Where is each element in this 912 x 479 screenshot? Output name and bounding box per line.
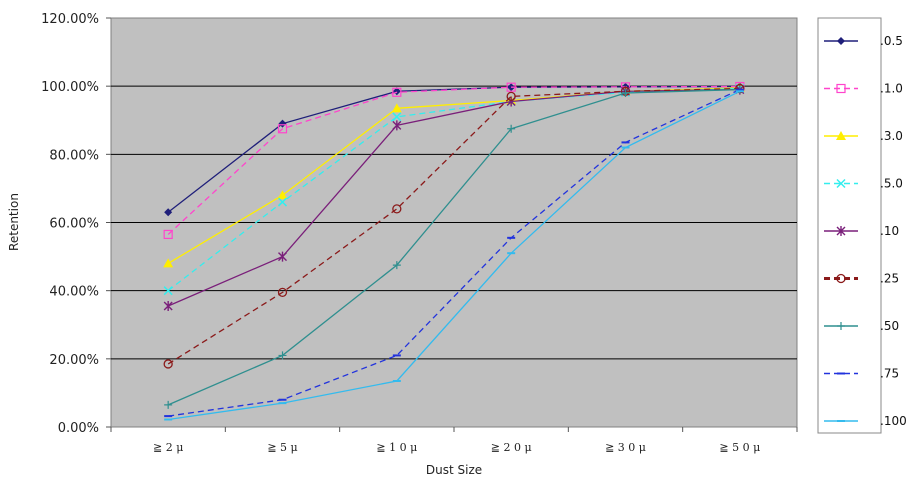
data-point [164,400,173,409]
series-line [167,85,740,235]
data-point [278,351,287,360]
y-tick-label: 0.00% [58,421,99,436]
legend-label: .0.5 [880,34,903,48]
series-line [168,90,741,421]
legend-label: .50 [880,319,899,333]
legend-marker [836,83,846,94]
series-line [168,88,741,417]
y-tick-label: 40.00% [49,285,99,300]
y-tick-label: 20.00% [49,353,99,368]
data-point [277,124,288,134]
data-point [506,91,516,102]
series-line [167,87,740,365]
series-line [167,88,740,406]
legend-label: .1.0 [880,82,903,96]
y-axis-ticks: 0.00% 20.00% 40.00% 60.00% 80.00% 100.00% 120.… [41,12,111,436]
legend-label: .5.0 [880,177,903,191]
x-tick-label: ≧ 2 0 μ [491,441,532,454]
series-9 [164,90,744,421]
legend-marker [836,131,846,140]
legend-item: .3.0 [824,129,903,143]
legend-item: .100 [824,414,907,428]
data-point [277,190,288,200]
x-axis-ticks: ≧ 2 μ ≧ 5 μ ≧ 1 0 μ ≧ 2 0 μ ≧ 3 0 μ ≧ 5 0 μ [110,427,798,454]
series-7 [164,85,744,409]
data-point [163,301,173,312]
legend-item: .10 [824,224,899,238]
data-point [621,88,630,97]
legend-marker [837,322,845,330]
legend-item: .50 [824,319,899,333]
data-point [277,197,288,207]
data-point [391,103,402,113]
data-point [392,204,402,214]
data-point [392,87,402,97]
y-axis-title: Retention [7,193,21,251]
legend-marker [836,273,846,284]
y-tick-label: 100.00% [41,80,99,95]
x-tick-label: ≧ 5 0 μ [719,441,760,454]
legend-label: .25 [880,272,899,286]
x-tick-label: ≧ 5 μ [267,441,297,454]
y-tick-label: 120.00% [41,12,99,27]
data-point [277,287,288,298]
legend-marker [836,226,846,236]
x-tick-label: ≧ 1 0 μ [376,441,417,454]
data-point [278,119,287,128]
y-tick-label: 60.00% [49,217,99,232]
legend-label: .3.0 [880,129,903,143]
legend-item: .0.5 [824,34,903,48]
data-point [507,124,516,133]
legend-item: .1.0 [824,82,903,96]
data-point [164,208,173,217]
data-point [392,261,401,270]
x-tick-label: ≧ 3 0 μ [605,441,646,454]
legend-item: .75 [824,367,899,381]
series-line [167,87,740,292]
legend-box [817,17,882,434]
data-point [163,258,174,268]
data-point [163,359,173,369]
legend-marker [836,178,846,189]
data-point [392,112,402,122]
legend-marker [837,37,845,45]
legend-item: .25 [824,272,899,286]
series-layer [163,81,745,421]
data-point [163,286,173,296]
data-point [392,120,402,131]
data-point [506,82,516,92]
legend-label: .10 [880,224,899,238]
x-tick-label: ≧ 2 μ [153,441,183,454]
series-8 [164,88,744,418]
data-point [163,229,173,240]
legend-label: .75 [880,367,899,381]
legend-item: .5.0 [824,177,903,191]
y-tick-label: 80.00% [49,148,99,163]
x-axis-title: Dust Size [426,463,482,477]
data-point [278,251,287,262]
legend-label: .100 [880,414,907,428]
legend: .0.5 .1.0 .3.0 .5.0 .10 .25 .50 .75 .100 [824,34,907,428]
